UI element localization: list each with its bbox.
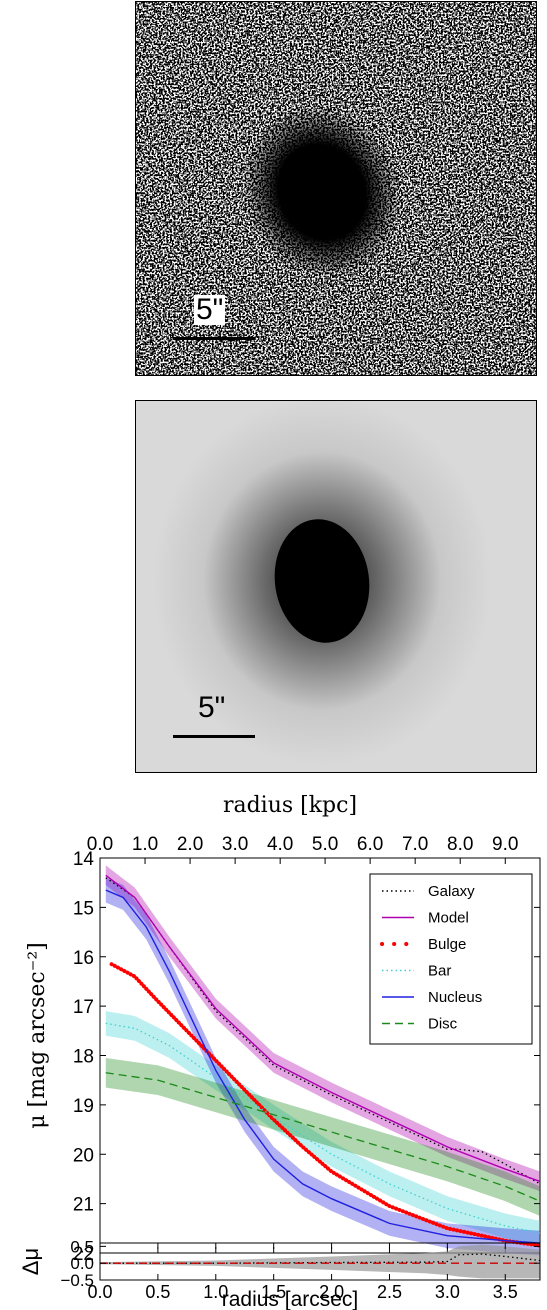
- residual-y-tick-label: 0.0: [70, 1254, 94, 1273]
- legend-label-bulge: Bulge: [428, 936, 466, 953]
- x-tick-label: 3.0: [435, 1282, 460, 1302]
- model-image: [136, 401, 536, 772]
- galaxy-image-panel: 5": [135, 1, 537, 376]
- x-tick-label: 0.0: [87, 1282, 112, 1302]
- galaxy-line: [105, 877, 541, 1185]
- legend-label-nucleus: Nucleus: [428, 989, 482, 1006]
- y-tick-label: 22: [73, 1244, 94, 1260]
- legend-label-disc: Disc: [428, 1016, 458, 1033]
- y-tick-label: 16: [73, 948, 94, 969]
- x-tick-label: 1.5: [261, 1282, 286, 1302]
- x-tick-label: 2.5: [377, 1282, 402, 1302]
- residual-y-tick-label: −0.5: [60, 1271, 94, 1290]
- legend: [369, 873, 533, 1045]
- residual-line: [100, 1253, 541, 1264]
- x2-tick-label: 1.0: [132, 834, 158, 855]
- bulge-line: [109, 962, 542, 1248]
- legend-label-bar: Bar: [428, 963, 451, 980]
- x-tick-label: 3.5: [493, 1282, 518, 1302]
- x2-tick-label: 6.0: [357, 834, 383, 855]
- residual-chart: −0.50.00.50.0 0.5 1.0 1.5 2.0 2.5 3.0 3.5Δμradi…: [18, 1237, 541, 1310]
- top-axis-label: radius [kpc]: [223, 793, 357, 818]
- profile-chart: 14 15 16 17 18 19 20 21 22 0.0 1.0 2.0 3.0 4.0 5.0 6.0 7…: [25, 793, 542, 1260]
- nucleus-line: [105, 889, 541, 1244]
- y-tick-label: 20: [73, 1145, 94, 1166]
- y-tick-label: 18: [73, 1047, 94, 1068]
- y-tick-label: 14: [73, 849, 95, 870]
- y-tick-label: 17: [73, 997, 94, 1018]
- y-axis-label: μ [mag arcsec⁻²]: [25, 942, 50, 1129]
- scale-bar: [173, 735, 255, 738]
- x-tick-label: 1.0: [203, 1282, 228, 1302]
- scale-label: 5": [198, 691, 226, 724]
- residual-band: [100, 1244, 540, 1279]
- x2-tick-label: 4.0: [267, 834, 293, 855]
- scale-bar: [173, 337, 255, 340]
- x-tick-label: 0.5: [145, 1282, 170, 1302]
- y-tick-label: 15: [73, 898, 94, 919]
- legend-label-galaxy: Galaxy: [428, 883, 475, 900]
- disc-line: [105, 1072, 541, 1202]
- y-tick-label: 19: [73, 1096, 94, 1117]
- legend-label-model: Model: [428, 910, 469, 927]
- profile-axes: 14 15 16 17 18 19 20 21 22 0.0 1.0 2.0 3.0 4.0 5.0 6.0 7…: [25, 793, 542, 1260]
- model-image-panel: 5": [135, 400, 537, 773]
- x2-tick-label: 0.0: [87, 834, 113, 855]
- y-tick-label: 21: [73, 1195, 94, 1216]
- scale-label: 5": [194, 293, 226, 326]
- x2-tick-label: 8.0: [447, 834, 473, 855]
- x2-tick-label: 9.0: [492, 834, 518, 855]
- model-line: [105, 874, 541, 1183]
- x-tick-label: 2.0: [319, 1282, 344, 1302]
- x2-tick-label: 7.0: [402, 834, 428, 855]
- x2-tick-label: 2.0: [177, 834, 203, 855]
- model-band: [105, 865, 540, 1192]
- x2-tick-label: 5.0: [312, 834, 338, 855]
- x-axis-label: radius [arcsec]: [222, 1288, 359, 1310]
- residual-y-axis-label: Δμ: [18, 1248, 43, 1275]
- bar-band: [105, 1011, 540, 1246]
- residual-frame: [99, 1242, 541, 1281]
- residual-y-tick-label: 0.5: [70, 1237, 94, 1256]
- x2-tick-label: 3.0: [222, 834, 248, 855]
